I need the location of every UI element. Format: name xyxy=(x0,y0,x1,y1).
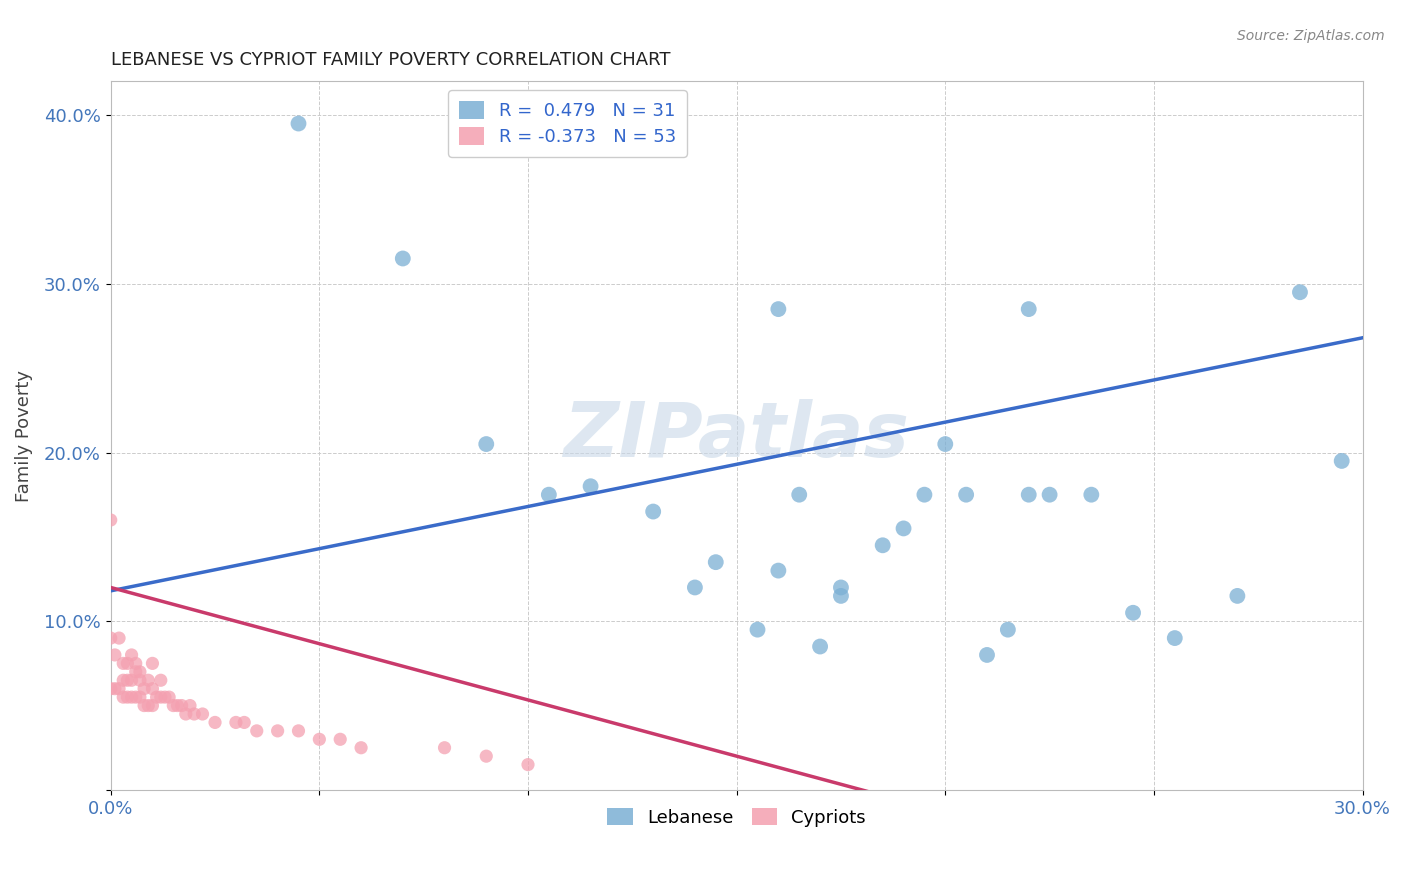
Point xyxy=(475,437,498,451)
Text: Source: ZipAtlas.com: Source: ZipAtlas.com xyxy=(1237,29,1385,43)
Point xyxy=(893,521,915,535)
Point xyxy=(934,437,956,451)
Point xyxy=(266,723,288,738)
Point xyxy=(166,698,188,713)
Point xyxy=(108,681,131,696)
Point xyxy=(704,555,727,569)
Point xyxy=(308,732,330,747)
Point xyxy=(912,488,935,502)
Point xyxy=(104,681,127,696)
Point xyxy=(100,681,122,696)
Point xyxy=(955,488,977,502)
Point xyxy=(112,690,135,705)
Point xyxy=(1122,606,1144,620)
Point xyxy=(117,673,139,688)
Point xyxy=(149,673,172,688)
Point xyxy=(233,715,256,730)
Point xyxy=(1289,285,1312,300)
Point xyxy=(136,673,159,688)
Point xyxy=(125,657,148,671)
Point xyxy=(104,648,127,662)
Point xyxy=(517,757,540,772)
Point xyxy=(475,749,498,764)
Text: ZIPatlas: ZIPatlas xyxy=(564,399,910,473)
Point xyxy=(1018,302,1040,317)
Point xyxy=(768,302,790,317)
Point xyxy=(129,690,152,705)
Point xyxy=(287,723,309,738)
Point xyxy=(162,698,184,713)
Point xyxy=(872,538,894,552)
Point xyxy=(643,504,665,518)
Point xyxy=(141,698,163,713)
Point xyxy=(830,581,852,595)
Point xyxy=(100,631,122,645)
Point xyxy=(112,673,135,688)
Point xyxy=(141,657,163,671)
Point xyxy=(204,715,226,730)
Point xyxy=(1226,589,1249,603)
Point xyxy=(808,640,831,654)
Point xyxy=(1330,454,1353,468)
Point xyxy=(132,698,155,713)
Point xyxy=(132,681,155,696)
Y-axis label: Family Poverty: Family Poverty xyxy=(15,369,32,501)
Point xyxy=(1080,488,1102,502)
Point xyxy=(117,690,139,705)
Point xyxy=(287,116,309,130)
Point xyxy=(537,488,560,502)
Point xyxy=(121,690,143,705)
Point xyxy=(149,690,172,705)
Point xyxy=(145,690,167,705)
Point xyxy=(129,665,152,679)
Point xyxy=(225,715,247,730)
Point xyxy=(768,564,790,578)
Point xyxy=(153,690,176,705)
Point xyxy=(787,488,810,502)
Point xyxy=(121,673,143,688)
Text: LEBANESE VS CYPRIOT FAMILY POVERTY CORRELATION CHART: LEBANESE VS CYPRIOT FAMILY POVERTY CORRE… xyxy=(111,51,671,69)
Point xyxy=(125,690,148,705)
Point xyxy=(747,623,769,637)
Point xyxy=(117,657,139,671)
Point xyxy=(433,740,456,755)
Point xyxy=(830,589,852,603)
Point xyxy=(329,732,352,747)
Point xyxy=(174,706,197,721)
Point xyxy=(683,581,706,595)
Point xyxy=(183,706,205,721)
Point xyxy=(100,513,122,527)
Point xyxy=(112,657,135,671)
Point xyxy=(350,740,373,755)
Point xyxy=(179,698,201,713)
Point xyxy=(191,706,214,721)
Point xyxy=(170,698,193,713)
Point xyxy=(125,665,148,679)
Point xyxy=(157,690,180,705)
Point xyxy=(136,698,159,713)
Legend: Lebanese, Cypriots: Lebanese, Cypriots xyxy=(600,801,873,834)
Point xyxy=(1164,631,1187,645)
Point xyxy=(246,723,269,738)
Point xyxy=(141,681,163,696)
Point xyxy=(997,623,1019,637)
Point xyxy=(129,673,152,688)
Point xyxy=(976,648,998,662)
Point xyxy=(121,648,143,662)
Point xyxy=(391,252,413,266)
Point xyxy=(579,479,602,493)
Point xyxy=(1018,488,1040,502)
Point xyxy=(108,631,131,645)
Point xyxy=(1039,488,1062,502)
